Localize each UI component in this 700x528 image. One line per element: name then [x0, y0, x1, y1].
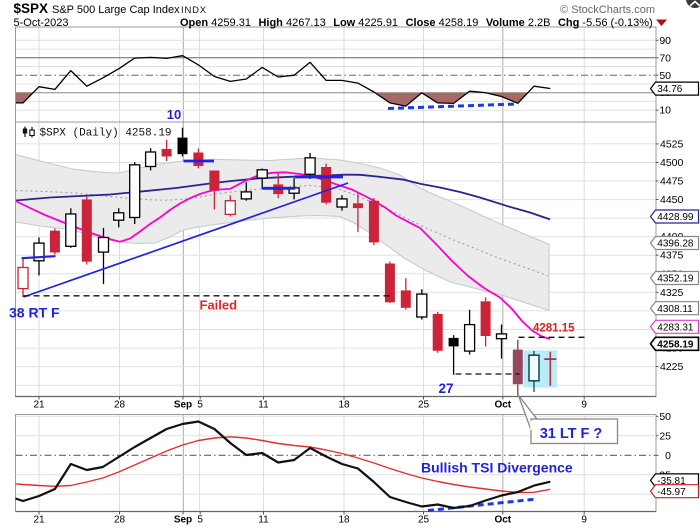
svg-text:4281.15: 4281.15: [533, 323, 575, 335]
svg-text:9: 9: [581, 515, 587, 526]
svg-text:4500: 4500: [660, 157, 684, 169]
svg-text:25: 25: [659, 430, 671, 442]
svg-text:21: 21: [33, 515, 45, 526]
svg-text:4475: 4475: [660, 176, 684, 188]
svg-text:50: 50: [659, 70, 671, 82]
svg-text:5-Oct-2023: 5-Oct-2023: [14, 17, 69, 29]
svg-text:50: 50: [659, 411, 671, 423]
svg-text:Bullish TSI Divergence: Bullish TSI Divergence: [421, 460, 573, 476]
svg-text:Oct: Oct: [494, 400, 511, 411]
svg-text:25: 25: [418, 400, 430, 411]
svg-text:INDX: INDX: [181, 5, 207, 16]
svg-text:4525: 4525: [660, 138, 684, 150]
svg-text:-35.81: -35.81: [657, 476, 686, 487]
svg-text:Oct: Oct: [494, 515, 511, 526]
svg-text:18: 18: [338, 515, 350, 526]
svg-text:34.76: 34.76: [657, 84, 682, 95]
svg-text:10: 10: [167, 107, 181, 122]
svg-text:11: 11: [258, 515, 269, 526]
svg-text:38 RT F: 38 RT F: [9, 305, 60, 321]
svg-text:5: 5: [197, 515, 203, 526]
svg-text:11: 11: [258, 400, 269, 411]
svg-text:4352.19: 4352.19: [657, 274, 694, 285]
svg-text:4428.99: 4428.99: [657, 212, 694, 223]
svg-text:-45.97: -45.97: [657, 487, 686, 498]
svg-text:4308.11: 4308.11: [657, 304, 693, 315]
svg-text:10: 10: [659, 105, 671, 117]
svg-text:31 LT F ?: 31 LT F ?: [540, 426, 603, 442]
svg-text:28: 28: [114, 515, 126, 526]
svg-text:0: 0: [665, 450, 671, 462]
svg-text:Sep: Sep: [174, 515, 192, 526]
svg-text:21: 21: [33, 400, 45, 411]
svg-text:28: 28: [114, 400, 126, 411]
svg-text:$SPX (Daily) 4258.19: $SPX (Daily) 4258.19: [40, 128, 172, 140]
svg-text:25: 25: [418, 515, 430, 526]
svg-text:4283.31: 4283.31: [657, 322, 694, 333]
svg-text:4325: 4325: [660, 287, 684, 299]
svg-text:Sep: Sep: [174, 400, 192, 411]
svg-text:90: 90: [659, 35, 671, 47]
svg-text:4396.28: 4396.28: [657, 239, 694, 250]
svg-text:18: 18: [338, 400, 350, 411]
svg-text:4450: 4450: [660, 194, 684, 206]
svg-text:5: 5: [197, 400, 203, 411]
svg-text:© StockCharts.com: © StockCharts.com: [560, 4, 655, 16]
svg-text:4258.19: 4258.19: [657, 339, 694, 350]
svg-text:S&P 500 Large Cap Index: S&P 500 Large Cap Index: [52, 4, 180, 16]
svg-text:Failed: Failed: [200, 298, 238, 313]
svg-text:27: 27: [438, 381, 453, 396]
svg-text:4375: 4375: [660, 250, 684, 262]
svg-text:$SPX: $SPX: [14, 1, 49, 16]
svg-text:9: 9: [581, 400, 587, 411]
svg-text:70: 70: [659, 52, 671, 64]
svg-text:4225: 4225: [660, 361, 684, 373]
